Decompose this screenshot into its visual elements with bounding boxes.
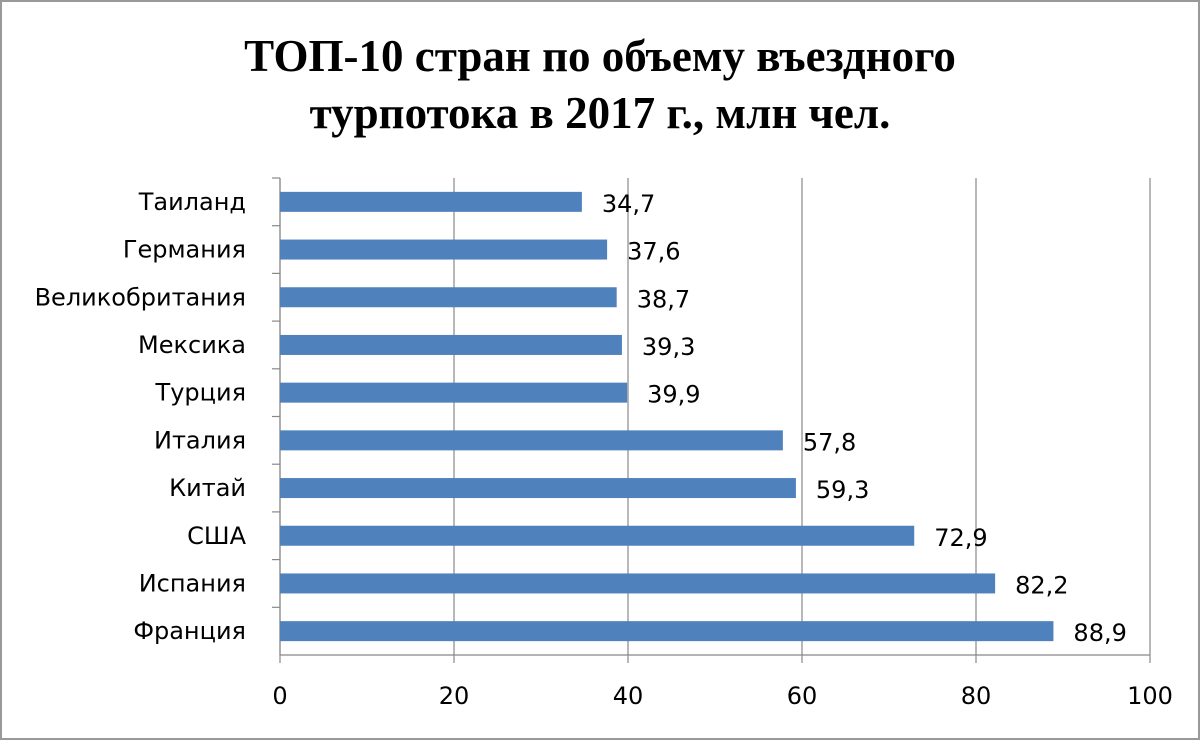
y-tick-label: Германия — [123, 236, 246, 264]
value-label: 39,9 — [647, 381, 700, 409]
bar — [280, 573, 996, 594]
y-tick-label: Франция — [133, 617, 246, 645]
bar — [280, 191, 582, 212]
value-label: 88,9 — [1073, 619, 1126, 647]
x-tick-label: 0 — [272, 682, 287, 710]
value-label: 72,9 — [934, 524, 987, 552]
y-tick-label: Италия — [154, 426, 246, 454]
x-tick-label: 60 — [787, 682, 818, 710]
value-label: 34,7 — [602, 190, 655, 218]
chart-title: ТОП-10 стран по объему въездного турпото… — [244, 31, 956, 138]
bar — [280, 239, 608, 260]
bar — [280, 430, 783, 451]
bar — [280, 382, 628, 403]
bar — [280, 525, 915, 546]
x-tick-label: 100 — [1127, 682, 1173, 710]
value-label: 82,2 — [1015, 571, 1068, 599]
y-tick-label: Мексика — [138, 331, 246, 359]
bar — [280, 478, 796, 499]
value-label: 57,8 — [803, 428, 856, 456]
x-tick-label: 40 — [613, 682, 644, 710]
y-tick-label: США — [187, 522, 246, 550]
y-tick-label: Китай — [169, 474, 246, 502]
value-label: 59,3 — [816, 476, 869, 504]
value-label: 38,7 — [637, 285, 690, 313]
bar — [280, 334, 622, 355]
y-tick-label: Таиланд — [138, 188, 246, 216]
y-tick-label: Испания — [139, 569, 246, 597]
x-tick-label: 20 — [439, 682, 470, 710]
x-tick-label: 80 — [961, 682, 992, 710]
y-tick-label: Турция — [155, 379, 246, 407]
value-label: 39,3 — [642, 333, 695, 361]
bar — [280, 287, 617, 308]
value-label: 37,6 — [627, 238, 680, 266]
y-tick-label: Великобритания — [35, 283, 246, 311]
bar — [280, 621, 1054, 642]
